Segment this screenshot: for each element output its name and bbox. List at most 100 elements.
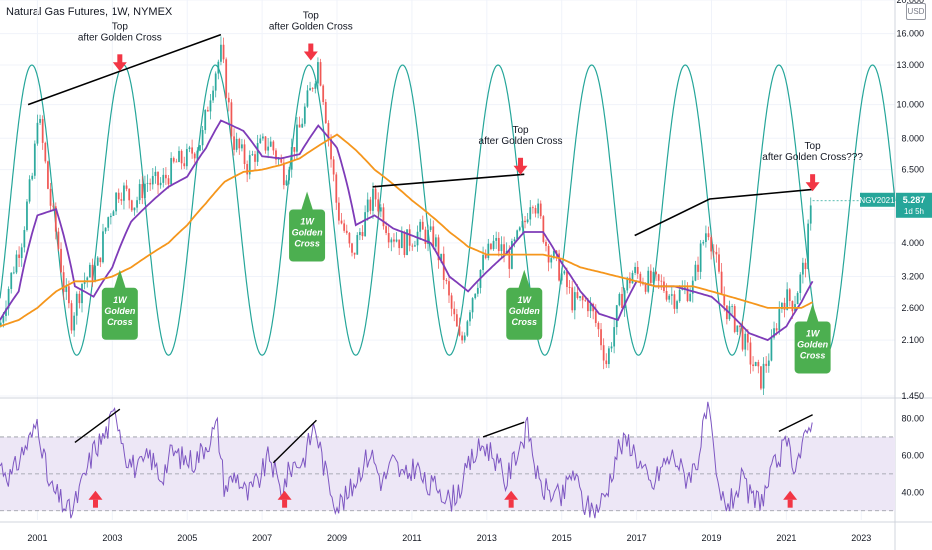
candle-body bbox=[448, 281, 450, 296]
candle-body bbox=[634, 266, 637, 273]
candle-body bbox=[621, 293, 623, 308]
candle-body bbox=[65, 286, 68, 292]
candle-body bbox=[20, 247, 23, 258]
candle-body bbox=[117, 192, 120, 200]
rsi-panel bbox=[0, 401, 895, 519]
candle-body bbox=[356, 235, 359, 255]
time-axis[interactable]: 2001 2003 2005 2007 2009 2011 2013 2015 2017 2019… bbox=[0, 521, 932, 543]
callout-text: Golden bbox=[509, 306, 541, 316]
top-label-text: Top bbox=[805, 141, 822, 152]
price-tick-label: 2.100 bbox=[901, 335, 924, 345]
candle-body bbox=[809, 205, 812, 224]
candle-body bbox=[233, 136, 235, 150]
candle-body bbox=[450, 295, 453, 309]
moving-averages bbox=[0, 119, 814, 342]
up-arrow-shaft bbox=[282, 499, 288, 508]
up-arrow-shaft bbox=[787, 499, 793, 508]
top-label-text: after Golden Cross bbox=[479, 136, 563, 147]
top-label-text: Top bbox=[512, 125, 529, 136]
candle-body bbox=[167, 178, 170, 185]
currency-badge[interactable]: USD bbox=[906, 3, 926, 20]
candle-body bbox=[52, 205, 55, 207]
candle-body bbox=[335, 174, 338, 203]
down-arrow-head bbox=[805, 182, 820, 192]
time-tick-label: 2005 bbox=[177, 533, 197, 543]
candle-body bbox=[545, 241, 547, 246]
candle-body bbox=[358, 232, 361, 236]
candle-body bbox=[484, 255, 487, 259]
candle-body bbox=[15, 254, 18, 273]
candle-body bbox=[327, 123, 330, 139]
candle-body bbox=[185, 149, 188, 167]
candle-body bbox=[193, 153, 196, 159]
candle-body bbox=[377, 199, 380, 212]
candle-body bbox=[75, 293, 78, 316]
price-tick-label: 4.000 bbox=[901, 238, 924, 248]
candle-body bbox=[332, 159, 335, 175]
candle-body bbox=[434, 237, 437, 247]
candle-body bbox=[86, 277, 89, 281]
symbol-tag-text: NGV2021 bbox=[859, 196, 895, 205]
candle-body bbox=[125, 185, 128, 189]
price-tick-label: 13.000 bbox=[896, 60, 924, 70]
candle-body bbox=[550, 258, 553, 263]
candle-body bbox=[500, 244, 503, 252]
trendlines bbox=[27, 33, 813, 237]
candle-body bbox=[178, 150, 180, 162]
candle-body bbox=[508, 250, 511, 269]
candle-body bbox=[757, 362, 760, 367]
candle-body bbox=[138, 184, 141, 201]
candle-body bbox=[466, 321, 469, 336]
candle-body bbox=[151, 176, 154, 185]
candle-body bbox=[600, 329, 602, 346]
candle-body bbox=[455, 314, 458, 327]
price-tick-label: 8.000 bbox=[901, 133, 924, 143]
candle-body bbox=[788, 289, 791, 301]
rsi-line bbox=[0, 401, 813, 519]
candle-body bbox=[206, 110, 209, 112]
candle-body bbox=[754, 362, 757, 366]
candle-body bbox=[345, 230, 348, 233]
candle-body bbox=[172, 158, 175, 162]
up-arrow-icon bbox=[277, 490, 292, 508]
candle-body bbox=[269, 141, 272, 147]
candle-body bbox=[348, 232, 351, 244]
candle-body bbox=[760, 366, 762, 389]
candle-body bbox=[73, 315, 76, 331]
up-arrow-head bbox=[783, 490, 798, 500]
callout-text: 1W bbox=[300, 217, 315, 227]
candle-body bbox=[516, 230, 519, 240]
candle-body bbox=[379, 207, 382, 212]
candle-body bbox=[230, 102, 233, 137]
candle-body bbox=[267, 146, 270, 151]
callout-pointer bbox=[518, 269, 531, 289]
top-label-text: after Golden Cross bbox=[269, 22, 353, 33]
candle-body bbox=[712, 251, 715, 253]
candle-body bbox=[408, 229, 411, 246]
candle-body bbox=[618, 293, 621, 306]
candle-body bbox=[400, 232, 403, 249]
candle-body bbox=[246, 164, 249, 175]
callout-text: Golden bbox=[292, 228, 324, 238]
top-label-text: after Golden Cross??? bbox=[762, 152, 863, 163]
up-arrow-icon bbox=[783, 490, 798, 508]
candle-body bbox=[458, 326, 461, 336]
candle-body bbox=[720, 271, 723, 295]
candle-body bbox=[180, 150, 183, 164]
candle-body bbox=[31, 175, 34, 180]
callout-box bbox=[289, 209, 326, 262]
candle-body bbox=[563, 271, 566, 274]
candle-body bbox=[170, 158, 173, 185]
candle-body bbox=[382, 207, 385, 227]
candle-body bbox=[741, 327, 744, 350]
candle-body bbox=[686, 287, 689, 301]
candle-body bbox=[534, 208, 537, 214]
candle-body bbox=[594, 311, 597, 324]
candle-body bbox=[801, 262, 804, 275]
rsi-axis[interactable]: 80.00 60.00 40.00 bbox=[901, 413, 924, 497]
candle-body bbox=[552, 250, 555, 259]
candle-body bbox=[579, 296, 581, 298]
price-trendline bbox=[634, 188, 813, 237]
symbol-tag bbox=[860, 192, 895, 207]
